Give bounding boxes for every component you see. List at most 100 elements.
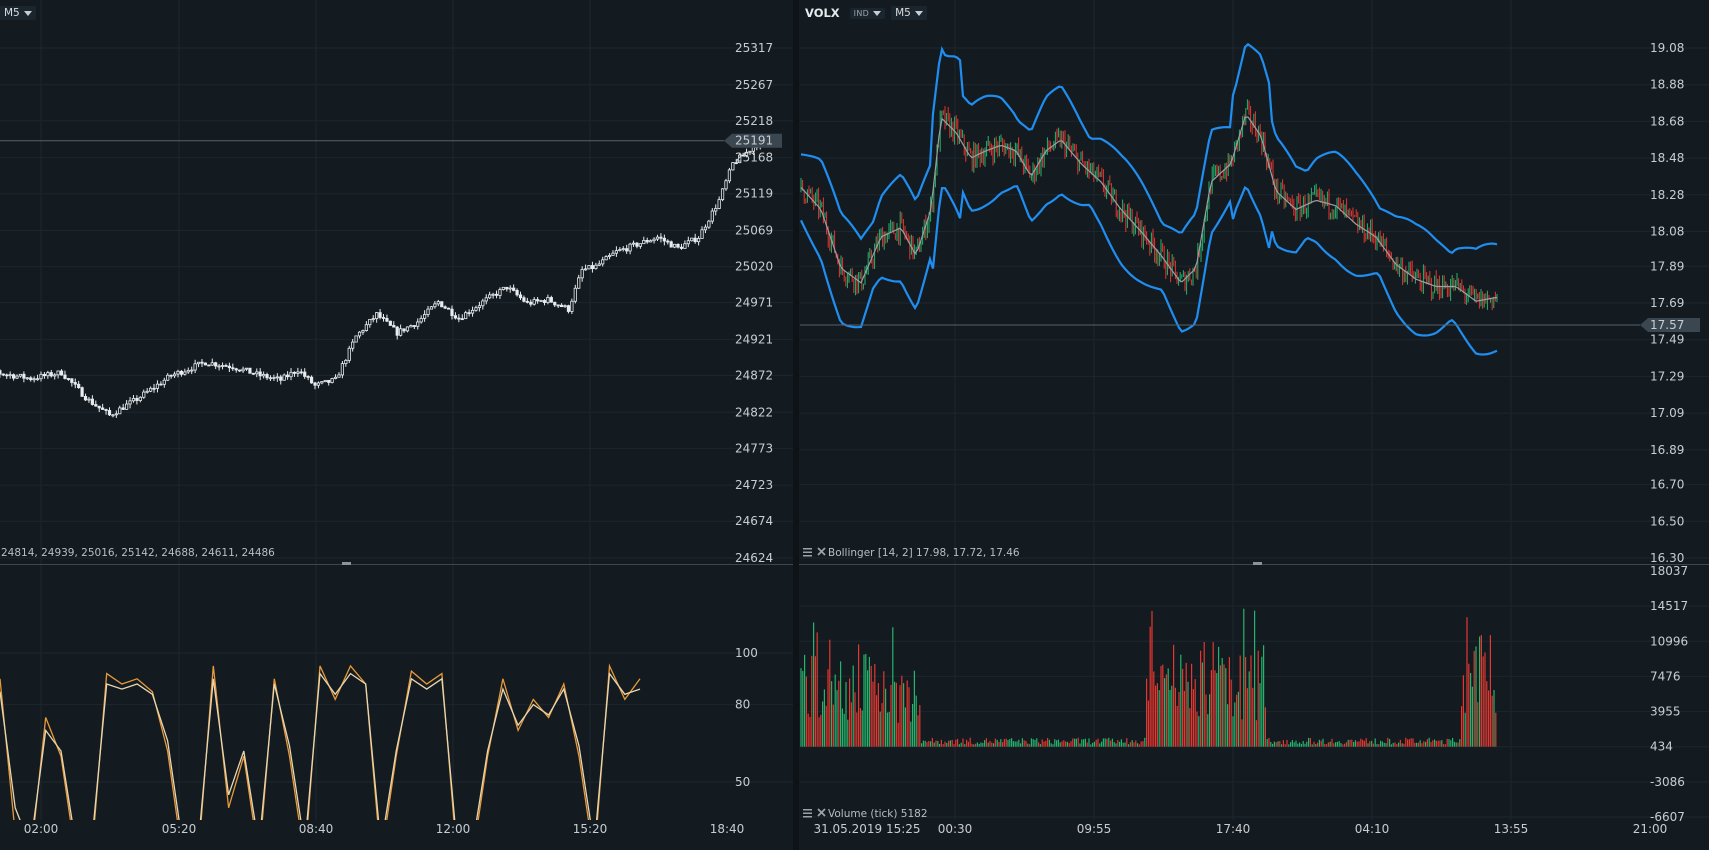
candle-body — [340, 363, 345, 376]
candle-body — [638, 243, 642, 247]
left-price-chart[interactable]: 25191 — [0, 133, 782, 418]
right-time-tick-label: 21:00 — [1633, 822, 1668, 836]
candle-body — [683, 243, 687, 249]
candle-body — [532, 299, 536, 305]
left-price-tick-label: 25119 — [735, 187, 773, 201]
candle-body — [690, 237, 694, 242]
candle-body — [5, 374, 9, 377]
right-splitter-handle[interactable] — [1253, 562, 1262, 565]
candle-body — [39, 373, 43, 380]
candle-body — [402, 328, 406, 332]
candle-body — [621, 248, 625, 251]
candle-body — [289, 371, 293, 378]
right-timeframe-select[interactable]: M5 — [891, 6, 927, 20]
instrument-type-select[interactable]: IND — [849, 7, 886, 19]
candle-body — [1, 373, 5, 376]
left-timeframe-label: M5 — [4, 7, 20, 19]
candle-body — [97, 405, 101, 409]
candle-body — [686, 240, 690, 245]
legend-menu-icon[interactable] — [803, 809, 812, 818]
candle-body — [63, 374, 67, 379]
candle-body — [566, 305, 571, 312]
right-volume-chart[interactable] — [800, 608, 1497, 747]
candle-body — [405, 326, 410, 332]
candle-body — [724, 180, 728, 190]
candle-body — [508, 287, 512, 290]
left-toolbar: M5 — [0, 4, 36, 22]
candle-body — [659, 236, 663, 239]
candle-body — [128, 400, 132, 405]
candle-body — [436, 301, 440, 305]
candle-body — [18, 373, 23, 377]
left-splitter-handle[interactable] — [342, 562, 351, 565]
candle-body — [66, 378, 70, 380]
candle-body — [583, 268, 588, 271]
candle-body — [241, 368, 245, 372]
candle-body — [224, 365, 228, 367]
candle-body — [207, 364, 211, 367]
candle-body — [515, 290, 519, 296]
candle-body — [234, 368, 238, 371]
oscillator-k-line — [0, 663, 641, 820]
legend-close-icon[interactable] — [817, 808, 826, 817]
candle-body — [327, 379, 331, 383]
candle-body — [169, 374, 173, 377]
left-time-tick-label: 15:20 — [573, 822, 608, 836]
candle-body — [679, 246, 684, 249]
candle-body — [299, 371, 303, 374]
candle-body — [262, 374, 266, 377]
candle-body — [453, 315, 458, 319]
right-price-tick-label: 18.08 — [1650, 224, 1684, 238]
candle-body — [83, 396, 88, 401]
left-time-tick-label: 12:00 — [436, 822, 471, 836]
candle-body — [258, 371, 262, 377]
right-price-tick-label: 18.88 — [1650, 78, 1684, 92]
legend-menu-icon[interactable] — [803, 548, 812, 557]
right-price-chart[interactable]: 17.57 — [800, 42, 1700, 356]
candle-body — [587, 265, 591, 270]
left-time-tick-label: 18:40 — [710, 822, 745, 836]
bollinger-middle-band — [800, 116, 1498, 302]
candle-body — [666, 240, 670, 243]
left-oscillator-chart[interactable] — [0, 663, 641, 850]
candle-body — [731, 162, 735, 171]
candle-body — [15, 375, 19, 379]
candle-body — [32, 378, 36, 381]
left-timeframe-select[interactable]: M5 — [0, 6, 36, 20]
candle-body — [251, 372, 255, 375]
candle-body — [446, 307, 451, 310]
left-oscillator-tick-label: 50 — [735, 775, 750, 789]
legend-close-icon[interactable] — [817, 547, 826, 556]
volume-legend: Volume (tick) 5182 — [803, 808, 928, 820]
left-price-tick-label: 24773 — [735, 441, 773, 455]
candle-body — [553, 301, 557, 306]
grid-lines — [0, 0, 1709, 820]
candle-body — [121, 407, 125, 410]
candle-body — [426, 308, 430, 315]
candle-body — [227, 365, 231, 369]
candle-body — [337, 374, 341, 378]
panel-divider[interactable] — [793, 0, 799, 850]
candle-body — [738, 154, 742, 164]
candle-body — [501, 286, 505, 290]
candle-body — [316, 382, 321, 386]
candle-body — [364, 324, 368, 331]
left-last-price-tag — [724, 133, 782, 148]
candle-body — [361, 330, 365, 333]
candle-body — [292, 371, 297, 374]
symbol-label[interactable]: VOLX — [805, 6, 840, 20]
instrument-type-label: IND — [853, 8, 870, 18]
right-time-tick-label: 04:10 — [1355, 822, 1390, 836]
candle-body — [125, 403, 129, 410]
candle-body — [549, 297, 553, 303]
candle-body — [172, 373, 177, 377]
candle-body — [193, 363, 197, 371]
right-price-tick-label: 18.28 — [1650, 188, 1684, 202]
right-price-tick-label: 17.69 — [1650, 296, 1684, 310]
right-last-price-label: 17.57 — [1650, 318, 1684, 332]
left-price-tick-label: 24872 — [735, 368, 773, 382]
candle-body — [87, 398, 91, 401]
candle-body — [135, 397, 139, 401]
candle-body — [101, 407, 105, 410]
